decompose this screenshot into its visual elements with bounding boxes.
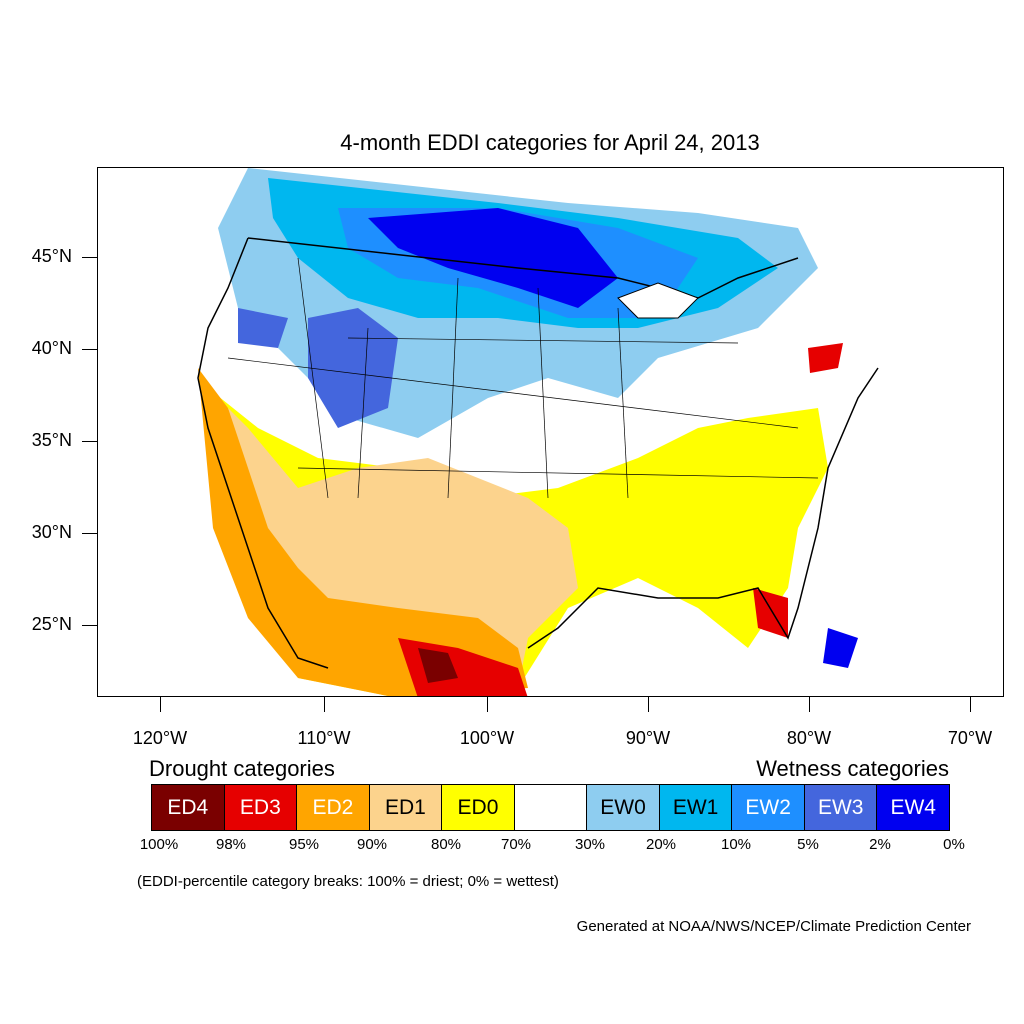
lat-tick xyxy=(82,257,97,258)
legend-swatch-ed2: ED2 xyxy=(297,785,370,830)
lon-label: 100°W xyxy=(459,728,515,748)
state-boundaries xyxy=(227,257,819,499)
lat-label: 40°N xyxy=(31,338,72,358)
percentile-label: 2% xyxy=(869,836,891,853)
drought-region-ed2 xyxy=(198,368,528,696)
lon-tick xyxy=(970,697,971,712)
lon-tick xyxy=(809,697,810,712)
legend-swatch-ew0: EW0 xyxy=(587,785,660,830)
lon-label: 90°W xyxy=(625,728,671,748)
credit-line: Generated at NOAA/NWS/NCEP/Climate Predi… xyxy=(576,918,971,935)
lon-label: 80°W xyxy=(786,728,832,748)
category-breaks-note: (EDDI-percentile category breaks: 100% =… xyxy=(137,873,559,890)
lon-tick xyxy=(648,697,649,712)
map-title: 4-month EDDI categories for April 24, 20… xyxy=(340,130,760,155)
legend-swatch-normal xyxy=(514,785,588,830)
lat-label: 45°N xyxy=(31,246,72,266)
legend-swatch-ed3: ED3 xyxy=(224,785,298,830)
lat-label: 30°N xyxy=(31,522,72,542)
wetness-region-ew3 xyxy=(308,308,398,428)
lat-label: 35°N xyxy=(31,430,72,450)
legend-swatch-ew2: EW2 xyxy=(732,785,805,830)
legend-swatch-ed0: ED0 xyxy=(442,785,515,830)
percentile-label: 100% xyxy=(139,836,179,853)
percentile-label: 95% xyxy=(288,836,320,853)
percentile-label: 0% xyxy=(943,836,965,853)
percentile-label: 70% xyxy=(500,836,532,853)
percentile-label: 90% xyxy=(356,836,388,853)
lat-tick xyxy=(82,625,97,626)
percentile-label: 98% xyxy=(215,836,247,853)
wetness-categories-heading: Wetness categories xyxy=(756,756,949,781)
percentile-label: 10% xyxy=(720,836,752,853)
drought-region-ed4 xyxy=(418,648,458,683)
lat-tick xyxy=(82,349,97,350)
drought-categories-heading: Drought categories xyxy=(149,756,335,781)
lon-label: 70°W xyxy=(947,728,993,748)
lat-tick xyxy=(82,533,97,534)
lat-label: 25°N xyxy=(31,614,72,634)
lon-tick xyxy=(487,697,488,712)
percentile-label: 30% xyxy=(574,836,606,853)
wetness-region-ew4 xyxy=(368,208,618,308)
percentile-label: 5% xyxy=(797,836,819,853)
lon-tick xyxy=(160,697,161,712)
legend-swatch-ed4: ED4 xyxy=(152,785,225,830)
map-area xyxy=(97,167,1004,697)
eddi-map xyxy=(197,168,879,696)
category-legend-bar: ED4 ED3 ED2 ED1 ED0 EW0 EW1 EW2 EW3 EW4 xyxy=(151,784,950,831)
lon-label: 110°W xyxy=(297,728,351,748)
legend-swatch-ed1: ED1 xyxy=(369,785,443,830)
legend-swatch-ew4: EW4 xyxy=(877,785,950,830)
great-lakes xyxy=(617,282,699,319)
lon-label: 120°W xyxy=(132,728,188,748)
legend-swatch-ew3: EW3 xyxy=(804,785,878,830)
lon-tick xyxy=(324,697,325,712)
percentile-label: 80% xyxy=(430,836,462,853)
lat-tick xyxy=(82,441,97,442)
percentile-label: 20% xyxy=(645,836,677,853)
legend-swatch-ew1: EW1 xyxy=(659,785,733,830)
